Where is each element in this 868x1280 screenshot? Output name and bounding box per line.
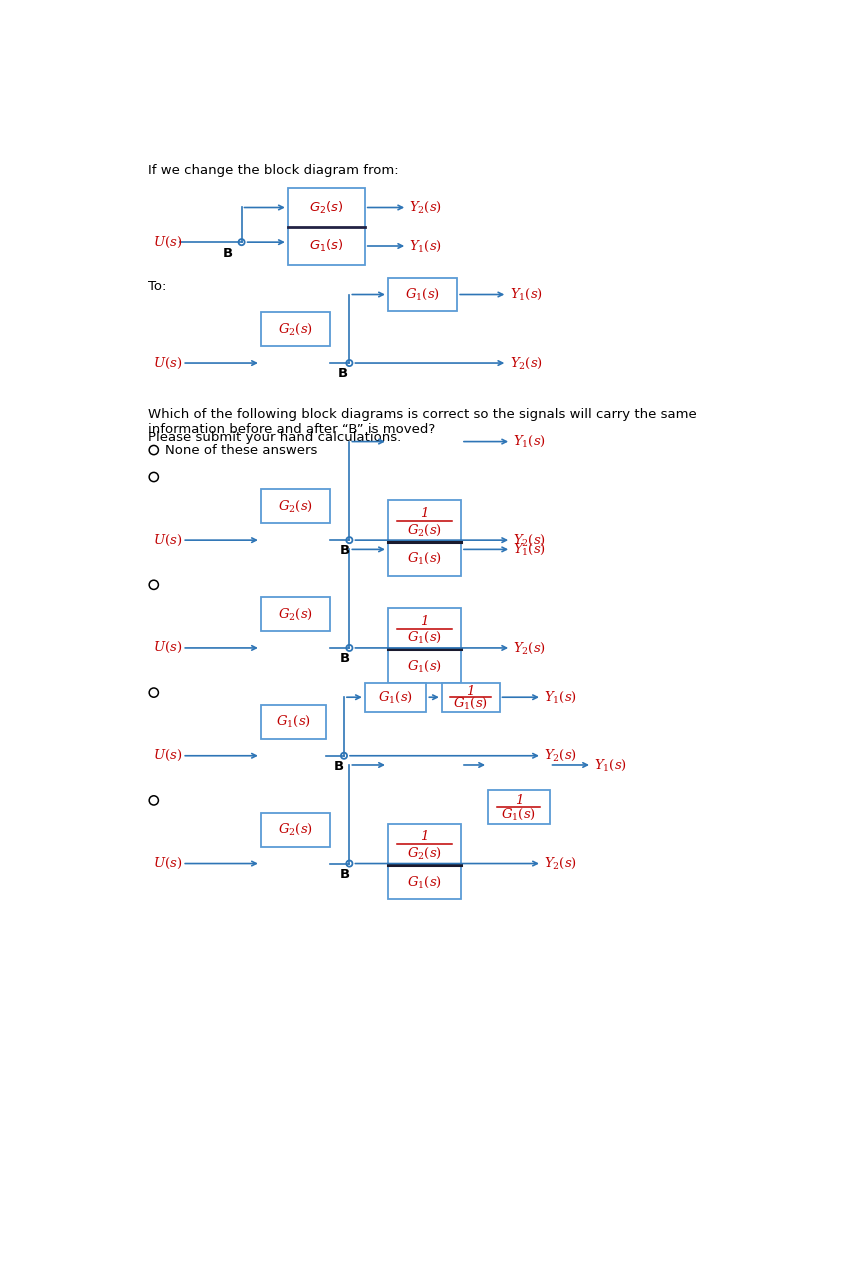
Text: $G_1(s)$: $G_1(s)$ xyxy=(405,287,440,302)
Bar xyxy=(388,608,461,684)
Text: B: B xyxy=(223,247,233,260)
Text: $U(s)$: $U(s)$ xyxy=(153,356,182,371)
Bar xyxy=(260,705,326,739)
Bar xyxy=(388,823,461,899)
Bar xyxy=(488,790,549,823)
Bar xyxy=(260,312,330,346)
Text: $Y_1(s)$: $Y_1(s)$ xyxy=(510,287,542,302)
Text: $Y_1(s)$: $Y_1(s)$ xyxy=(513,434,547,449)
Text: B: B xyxy=(339,868,350,881)
Text: $U(s)$: $U(s)$ xyxy=(153,640,182,655)
Text: 1: 1 xyxy=(420,831,429,844)
Text: 1: 1 xyxy=(420,507,429,520)
Text: $Y_2(s)$: $Y_2(s)$ xyxy=(544,748,577,763)
Text: $G_1(s)$: $G_1(s)$ xyxy=(407,630,442,645)
Text: $U(s)$: $U(s)$ xyxy=(153,856,182,872)
Text: $Y_1(s)$: $Y_1(s)$ xyxy=(513,541,547,557)
Text: 1: 1 xyxy=(466,686,475,699)
Bar xyxy=(442,682,499,712)
Text: B: B xyxy=(339,653,350,666)
Text: $G_1(s)$: $G_1(s)$ xyxy=(407,659,442,675)
Bar xyxy=(260,489,330,524)
Text: $U(s)$: $U(s)$ xyxy=(153,234,182,250)
Text: B: B xyxy=(334,760,344,773)
Text: $G_2(s)$: $G_2(s)$ xyxy=(278,321,313,337)
Text: $U(s)$: $U(s)$ xyxy=(153,749,182,763)
Text: $U(s)$: $U(s)$ xyxy=(153,532,182,548)
Text: To:: To: xyxy=(148,279,166,293)
Text: $G_2(s)$: $G_2(s)$ xyxy=(278,607,313,622)
Text: $G_1(s)$: $G_1(s)$ xyxy=(309,238,344,253)
Text: 1: 1 xyxy=(515,794,523,806)
Text: $G_2(s)$: $G_2(s)$ xyxy=(278,822,313,837)
Bar xyxy=(288,188,365,265)
Text: $Y_2(s)$: $Y_2(s)$ xyxy=(410,200,443,215)
Text: $Y_1(s)$: $Y_1(s)$ xyxy=(544,690,577,705)
Text: $G_1(s)$: $G_1(s)$ xyxy=(407,550,442,566)
Text: $G_1(s)$: $G_1(s)$ xyxy=(502,806,536,822)
Text: $Y_2(s)$: $Y_2(s)$ xyxy=(513,640,547,655)
Text: $G_2(s)$: $G_2(s)$ xyxy=(407,522,442,538)
Text: B: B xyxy=(338,366,348,380)
Bar xyxy=(388,500,461,576)
Text: Please submit your hand calculations.: Please submit your hand calculations. xyxy=(148,431,401,444)
Text: If we change the block diagram from:: If we change the block diagram from: xyxy=(148,164,398,177)
Text: $G_2(s)$: $G_2(s)$ xyxy=(278,499,313,513)
Text: None of these answers: None of these answers xyxy=(165,444,317,457)
Text: $Y_2(s)$: $Y_2(s)$ xyxy=(510,356,542,371)
Text: $Y_2(s)$: $Y_2(s)$ xyxy=(544,856,577,872)
Text: $G_1(s)$: $G_1(s)$ xyxy=(276,714,311,730)
Bar xyxy=(260,813,330,846)
Text: $Y_1(s)$: $Y_1(s)$ xyxy=(595,758,628,773)
Bar xyxy=(388,278,457,311)
Text: B: B xyxy=(339,544,350,557)
Text: $G_1(s)$: $G_1(s)$ xyxy=(378,690,413,705)
Bar xyxy=(365,682,426,712)
Text: $Y_1(s)$: $Y_1(s)$ xyxy=(410,238,443,253)
Text: 1: 1 xyxy=(420,614,429,627)
Text: $G_1(s)$: $G_1(s)$ xyxy=(453,696,488,712)
Text: $Y_2(s)$: $Y_2(s)$ xyxy=(513,532,547,548)
Text: $G_2(s)$: $G_2(s)$ xyxy=(407,846,442,861)
Bar xyxy=(260,596,330,631)
Text: $G_1(s)$: $G_1(s)$ xyxy=(407,874,442,890)
Text: Which of the following block diagrams is correct so the signals will carry the s: Which of the following block diagrams is… xyxy=(148,408,696,435)
Text: $G_2(s)$: $G_2(s)$ xyxy=(309,200,344,215)
